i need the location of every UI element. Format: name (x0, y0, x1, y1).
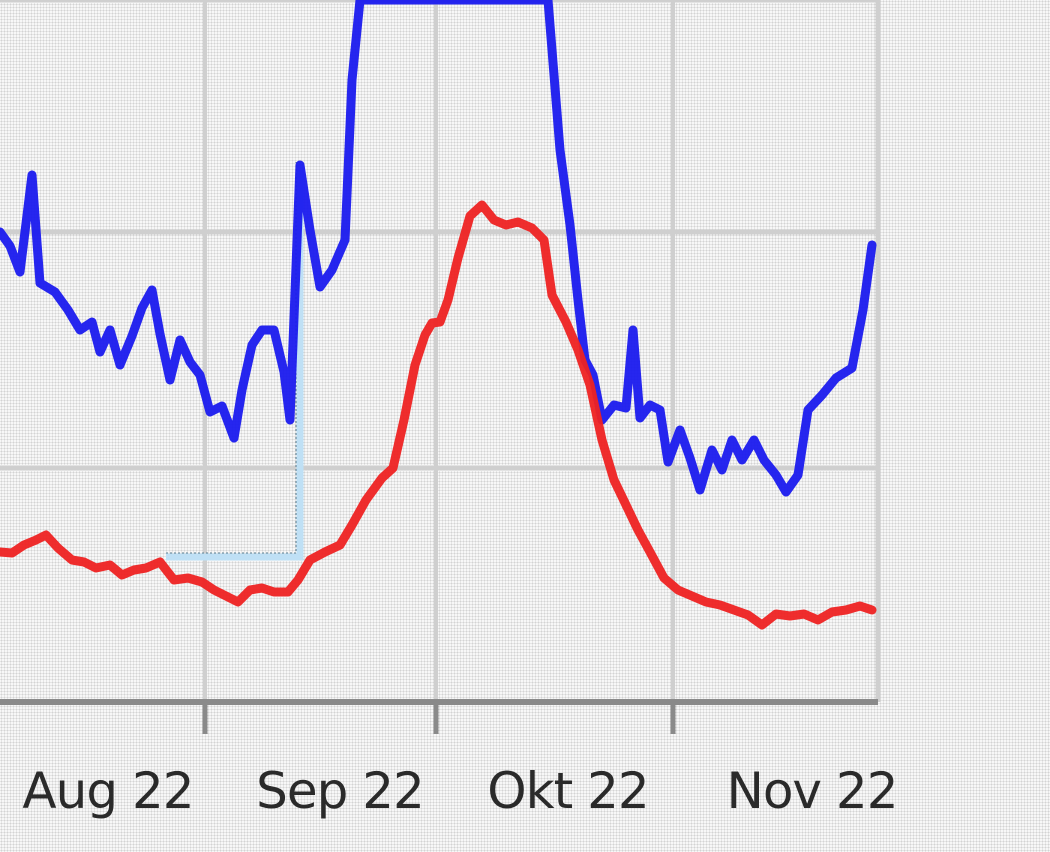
series-line-2 (0, 200, 877, 630)
x-tick-label-4: Nov 22 (726, 762, 897, 820)
x-tick-label-1: Aug 22 (22, 762, 193, 820)
highlight-bracket-outline (166, 162, 297, 554)
highlight-bracket (166, 162, 304, 561)
x-tick-label-2: Sep 22 (256, 762, 424, 820)
series-line-1 (0, 0, 877, 497)
x-tick-label-3: Okt 22 (487, 762, 648, 820)
